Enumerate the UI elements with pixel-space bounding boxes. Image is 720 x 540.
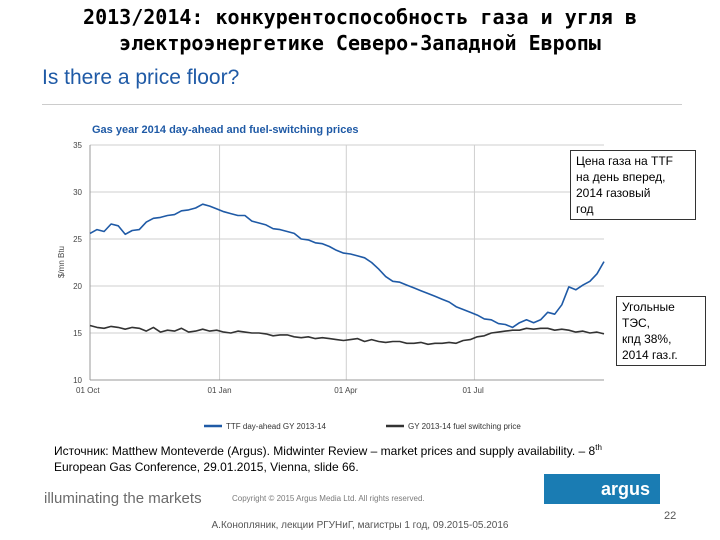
series-line-ttf-day-ahead <box>89 203 605 329</box>
callout-gas-line: на день вперед, <box>576 170 666 184</box>
callout-gas-line: год <box>576 202 594 216</box>
source-note: Источник: Matthew Monteverde (Argus). Mi… <box>54 440 674 475</box>
callout-coal-plants: Угольные ТЭС, кпд 38%, 2014 газ.г. <box>616 296 706 366</box>
callout-gas-price: Цена газа на TTF на день вперед, 2014 га… <box>570 150 696 220</box>
x-tick-label: 01 Oct <box>76 386 100 395</box>
slide-footer: А.Конопляник, лекции РГУНиГ, магистры 1 … <box>211 520 509 531</box>
x-tick-label: 01 Jan <box>208 386 232 395</box>
y-tick-label: 10 <box>73 376 82 385</box>
y-tick-label: 25 <box>73 235 82 244</box>
legend-label: TTF day-ahead GY 2013-14 <box>226 422 326 431</box>
y-axis-label: $/mn Btu <box>57 246 66 278</box>
argus-tagline: illuminating the markets <box>44 490 202 507</box>
callout-coal-line: кпд 38%, <box>622 332 672 346</box>
source-line2: European Gas Conference, 29.01.2015, Vie… <box>54 460 359 474</box>
x-tick-label: 01 Jul <box>462 386 484 395</box>
slide-title: 2013/2014: конкурентоспособность газа и … <box>0 4 720 56</box>
source-line1: Источник: Matthew Monteverde (Argus). Mi… <box>54 444 596 458</box>
y-tick-label: 15 <box>73 329 82 338</box>
callout-coal-line: ТЭС, <box>622 316 650 330</box>
callout-coal-line: 2014 газ.г. <box>622 348 678 362</box>
chart-subtitle: Is there a price floor? <box>42 66 240 89</box>
copyright-text: Copyright © 2015 Argus Media Ltd. All ri… <box>232 494 425 503</box>
slide-title-line1: 2013/2014: конкурентоспособность газа и … <box>83 5 637 29</box>
y-tick-label: 20 <box>73 282 82 291</box>
source-superscript: th <box>595 443 602 452</box>
legend-label: GY 2013-14 fuel switching price <box>408 422 521 431</box>
page-number: 22 <box>664 510 677 522</box>
callout-gas-line: 2014 газовый <box>576 186 651 200</box>
argus-logo: argus <box>544 474 660 504</box>
chart-title: Gas year 2014 day-ahead and fuel-switchi… <box>92 124 359 136</box>
slide-title-line2: электроэнергетике Северо-Западной Европы <box>119 31 601 55</box>
y-tick-label: 35 <box>73 141 82 150</box>
callout-gas-line: Цена газа на TTF <box>576 154 673 168</box>
series-line-fuel-switching <box>89 324 605 346</box>
x-tick-label: 01 Apr <box>334 386 357 395</box>
argus-logo-text: argus <box>600 479 650 499</box>
callout-coal-line: Угольные <box>622 300 675 314</box>
y-tick-label: 30 <box>73 188 82 197</box>
header-divider <box>42 104 682 105</box>
